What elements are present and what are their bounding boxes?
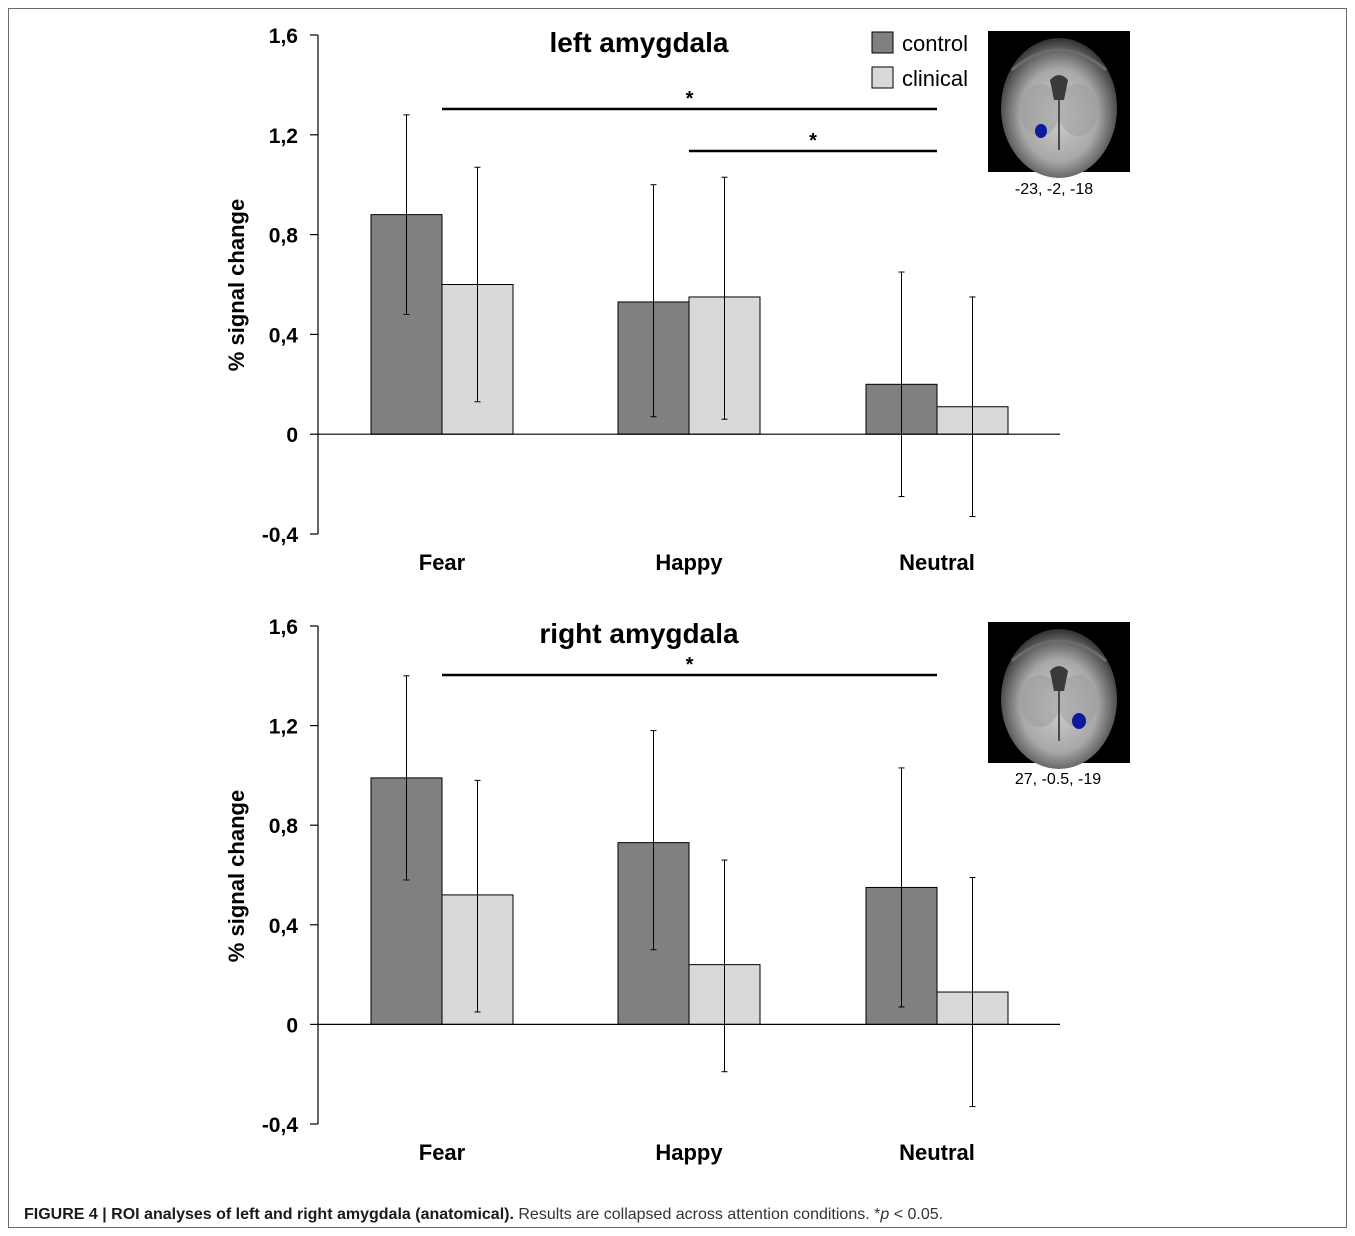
category-label-neutral: Neutral	[899, 1140, 975, 1165]
y-axis-label: % signal change	[224, 790, 249, 962]
roi-blob	[1072, 713, 1086, 729]
inset-coordinates: -23, -2, -18	[1015, 181, 1093, 198]
figure-caption: FIGURE 4 | ROI analyses of left and righ…	[24, 1206, 943, 1224]
roi-blob	[1035, 124, 1047, 138]
legend-label-control: control	[902, 31, 968, 56]
caption-threshold: < 0.05.	[889, 1206, 944, 1223]
category-label-happy: Happy	[655, 550, 723, 575]
brain-inset-image	[988, 622, 1130, 769]
y-tick-label: 1,6	[269, 25, 298, 48]
left-amygdala-chart: left amygdala % signal change -0,4 0 0,4 0,…	[224, 25, 1130, 575]
inset-coordinates: 27, -0.5, -19	[1015, 771, 1101, 788]
y-tick-label: 0,8	[269, 225, 299, 248]
caption-figure-label: FIGURE 4 | ROI analyses of left and righ…	[24, 1206, 514, 1223]
y-tick-label: 1,6	[269, 616, 298, 639]
y-tick-label: 0,8	[269, 815, 299, 838]
y-tick-label: 0,4	[269, 324, 299, 347]
significance-star: *	[686, 654, 694, 676]
legend-swatch-clinical	[871, 66, 894, 89]
y-tick-label: -0,4	[262, 1114, 299, 1137]
category-label-happy: Happy	[655, 1140, 723, 1165]
legend-label-clinical: clinical	[902, 66, 968, 91]
chart-title: right amygdala	[539, 618, 739, 649]
legend: control clinical	[871, 31, 968, 91]
brain-inset-image	[988, 31, 1130, 178]
y-tick-label: 0	[286, 424, 298, 447]
significance-star: *	[686, 88, 694, 110]
category-label-neutral: Neutral	[899, 550, 975, 575]
y-tick-label: 0,4	[269, 915, 299, 938]
y-tick-label: 0	[286, 1014, 298, 1037]
y-axis-label: % signal change	[224, 199, 249, 371]
category-label-fear: Fear	[419, 1140, 466, 1165]
significance-star: *	[809, 130, 817, 152]
caption-p-symbol: p	[880, 1206, 890, 1223]
chart-title: left amygdala	[550, 27, 729, 58]
y-tick-label: 1,2	[269, 716, 298, 739]
right-amygdala-chart: right amygdala % signal change -0,4 0 0,4 0…	[224, 616, 1130, 1165]
caption-text: Results are collapsed across attention c…	[513, 1206, 881, 1223]
legend-swatch-control	[871, 31, 894, 54]
y-tick-label: -0,4	[262, 524, 299, 547]
category-label-fear: Fear	[419, 550, 466, 575]
y-tick-label: 1,2	[269, 125, 298, 148]
